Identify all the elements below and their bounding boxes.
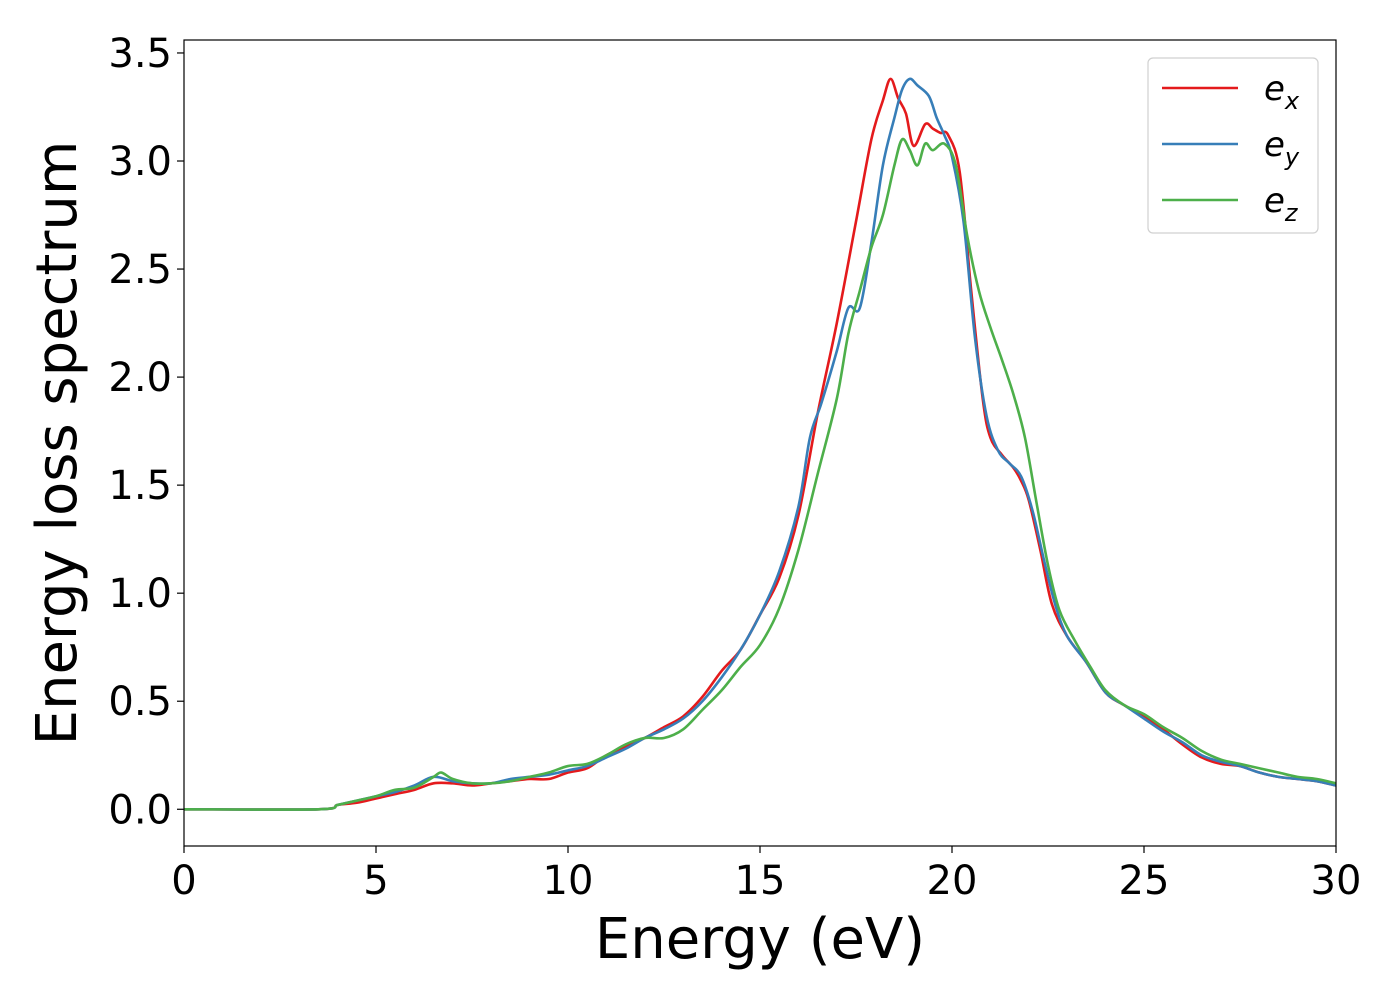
y-tick-label: 0.0 [108,787,172,833]
plot-background [184,40,1336,846]
x-axis-title: Energy (eV) [595,907,925,972]
series-layer [183,77,1337,811]
y-axis-ticks: 0.0 0.5 1.0 1.5 2.0 2.5 3.0 3.5 [108,31,184,833]
y-tick-label: 2.0 [108,355,172,401]
x-tick-label: 5 [363,858,388,904]
x-axis-ticks: 0 5 10 15 20 25 30 [171,846,1361,904]
x-tick-label: 25 [1119,858,1170,904]
y-tick-label: 3.5 [108,31,172,77]
x-tick-label: 0 [171,858,196,904]
legend-subscript: x [1284,87,1300,115]
y-tick-label: 0.5 [108,679,172,725]
y-tick-label: 3.0 [108,139,172,185]
series-line-z [183,137,1337,811]
legend-box [1147,57,1319,234]
x-tick-label: 30 [1311,858,1362,904]
y-tick-label: 2.5 [108,247,172,293]
y-axis-title: Energy loss spectrum [25,141,90,746]
x-tick-label: 20 [927,858,978,904]
legend-subscript: y [1284,143,1300,171]
legend-subscript: z [1284,199,1299,227]
y-tick-label: 1.0 [108,571,172,617]
x-tick-label: 10 [543,858,594,904]
y-tick-label: 1.5 [108,463,172,509]
legend-label-y: ey [1264,125,1300,171]
x-tick-label: 15 [735,858,786,904]
